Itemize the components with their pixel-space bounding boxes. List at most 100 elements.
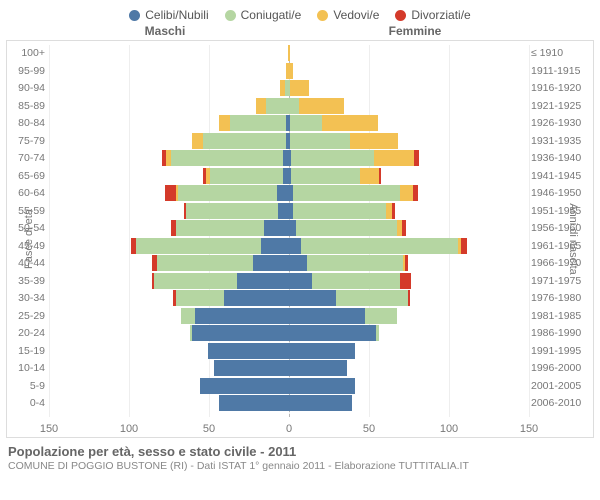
bar-male <box>214 360 288 376</box>
bar-female <box>288 185 418 201</box>
segment-m <box>301 238 458 254</box>
bar-female <box>288 150 419 166</box>
age-label: 10-14 <box>11 360 45 376</box>
age-label: 85-89 <box>11 98 45 114</box>
bar-male <box>280 80 288 96</box>
legend-swatch <box>129 10 140 21</box>
pyramid-row <box>49 150 527 166</box>
segment-c <box>288 273 312 289</box>
pyramid-row <box>49 290 527 306</box>
bar-male <box>165 185 288 201</box>
age-label: 0-4 <box>11 395 45 411</box>
bar-female <box>288 80 309 96</box>
age-label: 100+ <box>11 45 45 61</box>
segment-m <box>266 98 288 114</box>
bar-male <box>131 238 288 254</box>
pyramid-row <box>49 308 527 324</box>
bar-female <box>288 115 378 131</box>
footer: Popolazione per età, sesso e stato civil… <box>0 438 600 472</box>
segment-d <box>413 185 418 201</box>
segment-m <box>296 220 397 236</box>
legend-item: Celibi/Nubili <box>129 8 208 22</box>
segment-v <box>322 115 378 131</box>
year-label: 1951-1955 <box>531 203 589 219</box>
bar-female <box>288 98 344 114</box>
bar-female <box>288 273 411 289</box>
year-label: 1941-1945 <box>531 168 589 184</box>
bar-male <box>162 150 288 166</box>
segment-m <box>178 185 277 201</box>
bar-male <box>192 133 288 149</box>
segment-m <box>336 290 408 306</box>
pyramid-row <box>49 63 527 79</box>
segment-v <box>288 63 293 79</box>
pyramid-row <box>49 98 527 114</box>
pyramid-row <box>49 378 527 394</box>
bar-male <box>184 203 288 219</box>
legend-swatch <box>317 10 328 21</box>
year-label: 1936-1940 <box>531 150 589 166</box>
segment-d <box>402 220 407 236</box>
segment-v <box>256 98 266 114</box>
segment-d <box>461 238 467 254</box>
bar-male <box>173 290 288 306</box>
segment-c <box>288 255 307 271</box>
bar-male <box>190 325 288 341</box>
segment-m <box>136 238 261 254</box>
segment-c <box>278 203 288 219</box>
legend-label: Celibi/Nubili <box>145 8 208 22</box>
bar-male <box>219 395 288 411</box>
segment-m <box>176 290 224 306</box>
segment-c <box>288 238 301 254</box>
age-label: 90-94 <box>11 80 45 96</box>
year-label: 1996-2000 <box>531 360 589 376</box>
x-tick: 150 <box>520 423 538 435</box>
legend: Celibi/NubiliConiugati/eVedovi/eDivorzia… <box>0 0 600 24</box>
age-label: 55-59 <box>11 203 45 219</box>
segment-c <box>288 325 376 341</box>
bar-male <box>152 273 288 289</box>
segment-c <box>264 220 288 236</box>
segment-v <box>299 98 344 114</box>
segment-m <box>291 168 360 184</box>
bar-female <box>288 220 406 236</box>
segment-v <box>219 115 230 131</box>
segment-d <box>400 273 411 289</box>
segment-m <box>203 133 286 149</box>
segment-c <box>237 273 288 289</box>
segment-c <box>253 255 288 271</box>
x-tick: 150 <box>40 423 58 435</box>
bar-female <box>288 255 408 271</box>
bar-female <box>288 133 398 149</box>
year-label: 1966-1970 <box>531 255 589 271</box>
column-headers: Maschi Femmine <box>0 24 600 38</box>
age-label: 65-69 <box>11 168 45 184</box>
year-label: 1976-1980 <box>531 290 589 306</box>
segment-d <box>408 290 410 306</box>
x-tick: 100 <box>120 423 138 435</box>
segment-m <box>365 308 397 324</box>
segment-c <box>214 360 288 376</box>
legend-label: Coniugati/e <box>241 8 302 22</box>
age-label: 15-19 <box>11 343 45 359</box>
segment-v <box>290 80 309 96</box>
segment-m <box>157 255 253 271</box>
year-label: 2001-2005 <box>531 378 589 394</box>
grid-line <box>529 45 530 417</box>
bar-female <box>288 168 381 184</box>
segment-m <box>291 150 374 166</box>
pyramid-row <box>49 255 527 271</box>
bar-male <box>152 255 288 271</box>
bar-male <box>181 308 288 324</box>
bar-male <box>203 168 288 184</box>
segment-m <box>186 203 279 219</box>
header-male: Maschi <box>0 24 290 38</box>
bar-male <box>208 343 288 359</box>
pyramid-row <box>49 360 527 376</box>
segment-c <box>192 325 288 341</box>
year-label: 1986-1990 <box>531 325 589 341</box>
age-label: 75-79 <box>11 133 45 149</box>
segment-m <box>154 273 237 289</box>
segment-v <box>350 133 398 149</box>
segment-m <box>293 185 400 201</box>
